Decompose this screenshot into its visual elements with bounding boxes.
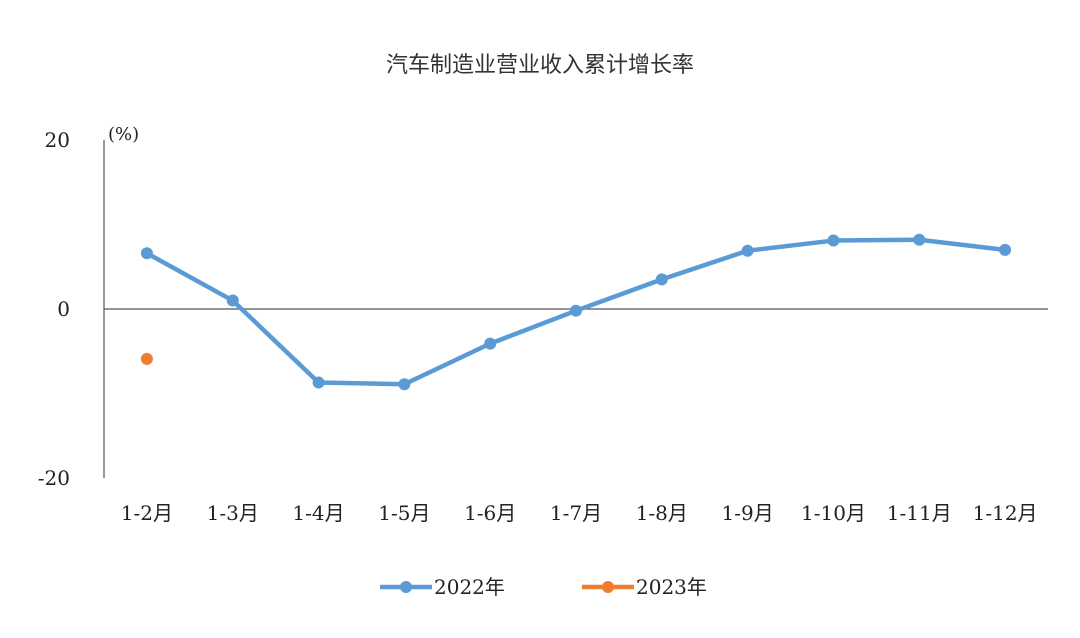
data-point	[655, 273, 668, 286]
data-point	[484, 337, 497, 350]
x-tick-label: 1-7月	[550, 501, 602, 525]
legend-item: 2022年	[380, 575, 505, 599]
y-axis-unit: (%)	[108, 124, 139, 145]
data-point	[913, 233, 926, 246]
data-point	[570, 304, 582, 317]
x-tick-label: 1-5月	[378, 501, 430, 525]
series-layer	[140, 233, 1012, 391]
legend: 2022年 2023年	[380, 575, 707, 599]
x-tick-label: 1-3月	[207, 501, 259, 525]
legend-swatch-marker	[602, 581, 614, 593]
x-tick-label: 1-4月	[292, 501, 344, 525]
y-tick-label: -20	[38, 466, 70, 490]
legend-label: 2022年	[434, 575, 505, 599]
x-tick-label: 1-11月	[887, 501, 952, 525]
series-1	[140, 233, 1012, 391]
data-point	[312, 376, 325, 389]
x-tick-label: 1-10月	[801, 501, 866, 525]
legend-item: 2023年	[582, 575, 707, 599]
data-point	[140, 352, 153, 365]
y-tick-label: 0	[57, 297, 70, 321]
chart-title: 汽车制造业营业收入累计增长率	[386, 53, 694, 78]
y-tick-labels: 20 0 -20	[38, 128, 70, 490]
data-point	[140, 247, 153, 260]
x-tick-label: 1-6月	[464, 501, 516, 525]
x-tick-label: 1-2月	[121, 501, 173, 525]
data-point	[741, 244, 754, 257]
series-2	[140, 352, 153, 365]
legend-swatch-marker	[400, 581, 412, 593]
x-tick-label: 1-12月	[973, 501, 1038, 525]
x-tick-labels: 1-2月 1-3月 1-4月 1-5月 1-6月 1-7月 1-8月 1-9月 1-10月 1-1…	[121, 501, 1038, 525]
y-tick-label: 20	[45, 128, 70, 152]
data-point	[999, 243, 1012, 256]
legend-label: 2023年	[636, 575, 707, 599]
data-point	[226, 294, 239, 307]
x-tick-label: 1-9月	[722, 501, 774, 525]
data-point	[398, 378, 411, 391]
data-point	[827, 234, 840, 247]
x-tick-label: 1-8月	[636, 501, 688, 525]
